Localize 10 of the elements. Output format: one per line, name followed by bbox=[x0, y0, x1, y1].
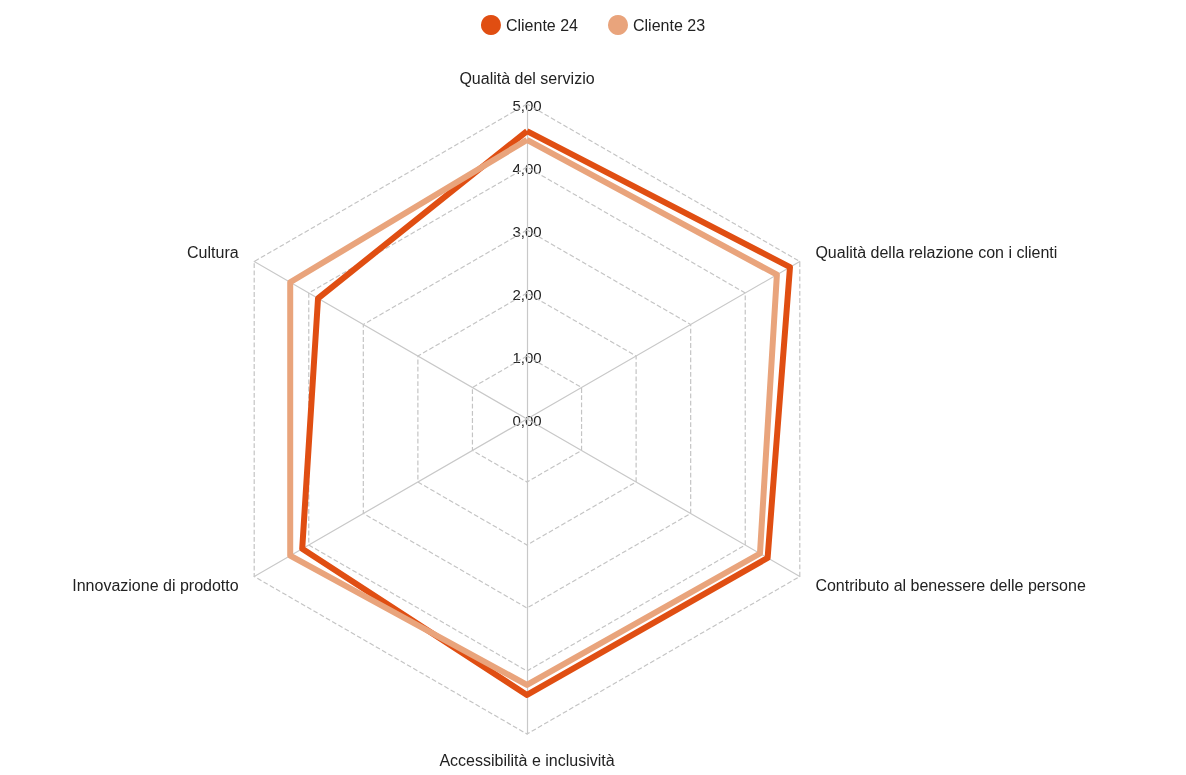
legend-label: Cliente 23 bbox=[633, 16, 706, 34]
spoke-label: Qualità del servizio bbox=[459, 69, 595, 87]
spoke-label: Contributo al benessere delle persone bbox=[815, 577, 1086, 594]
spoke-label: Cultura bbox=[187, 244, 239, 261]
spoke-label: Innovazione di prodotto bbox=[72, 577, 239, 594]
spoke-label: Qualità della relazione con i clienti bbox=[815, 244, 1058, 261]
y-tick-label: 3,00 bbox=[512, 222, 542, 240]
legend-label: Cliente 24 bbox=[505, 16, 579, 34]
spoke-label: Accessibilità e inclusività bbox=[439, 751, 615, 769]
y-tick-label: 5,00 bbox=[512, 96, 542, 114]
